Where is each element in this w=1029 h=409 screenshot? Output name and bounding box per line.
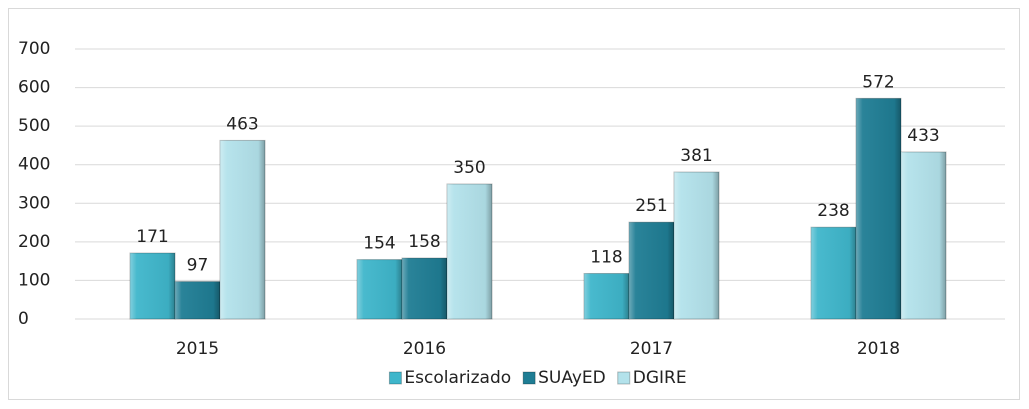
y-tick-label: 200 <box>18 232 50 252</box>
bar-shine <box>856 98 901 319</box>
data-label: 381 <box>680 146 712 166</box>
y-tick-label: 0 <box>18 309 29 329</box>
data-label: 463 <box>226 114 258 134</box>
legend-label: SUAyED <box>538 368 606 388</box>
x-tick-label: 2015 <box>176 339 219 359</box>
y-tick-label: 700 <box>18 39 50 59</box>
x-tick-label: 2016 <box>403 339 446 359</box>
bar-shine <box>357 259 402 319</box>
data-label: 158 <box>408 232 440 252</box>
legend: Escolarizado SUAyED DGIRE <box>388 368 687 388</box>
legend-label: Escolarizado <box>404 368 511 388</box>
data-label: 171 <box>136 227 168 247</box>
bar-shine <box>901 151 946 319</box>
x-tick-label: 2018 <box>857 339 900 359</box>
data-label: 433 <box>907 126 939 146</box>
legend-label: DGIRE <box>633 368 687 388</box>
data-label: 154 <box>363 234 395 254</box>
bar-shine <box>175 281 220 319</box>
legend-marker <box>617 371 631 385</box>
bar-shine <box>811 227 856 319</box>
legend-marker <box>522 371 536 385</box>
y-tick-label: 400 <box>18 155 50 175</box>
data-label: 97 <box>187 256 209 276</box>
data-label: 572 <box>862 72 894 92</box>
bar-shine <box>584 273 629 319</box>
y-tick-label: 300 <box>18 193 50 213</box>
bar-shine <box>130 253 175 319</box>
data-label: 350 <box>453 158 485 178</box>
bar-shine <box>220 140 265 319</box>
bar-shine <box>629 222 674 319</box>
bar-shine <box>447 184 492 319</box>
y-tick-label: 600 <box>18 78 50 98</box>
bar-shine <box>402 258 447 319</box>
data-label: 118 <box>590 247 622 267</box>
data-label: 238 <box>817 201 849 221</box>
bar-shine <box>674 172 719 319</box>
data-label: 251 <box>635 196 667 216</box>
legend-marker <box>388 371 402 385</box>
y-tick-label: 100 <box>18 270 50 290</box>
y-tick-label: 500 <box>18 116 50 136</box>
chart-border <box>8 8 1020 400</box>
x-tick-label: 2017 <box>630 339 673 359</box>
